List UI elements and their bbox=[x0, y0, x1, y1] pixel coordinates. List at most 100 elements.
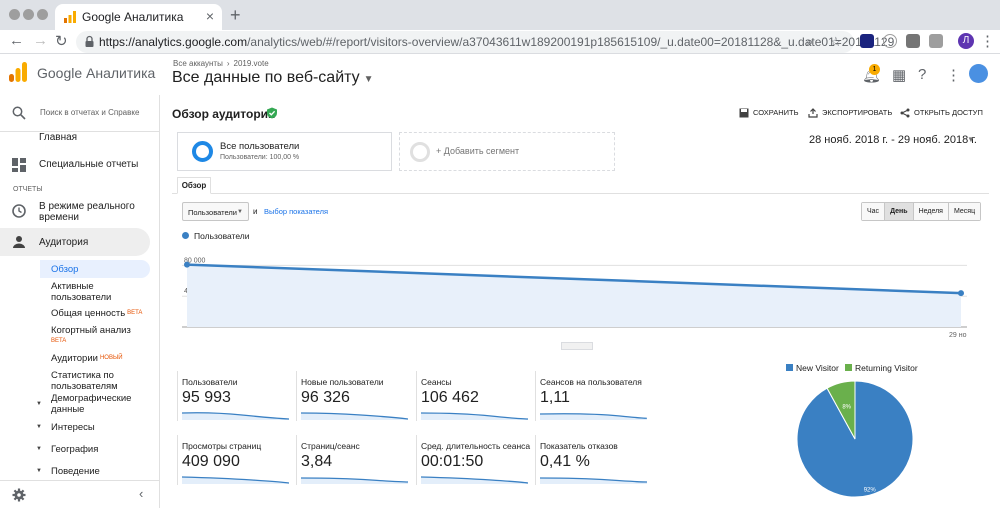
metric-label: Сеансов на пользователя bbox=[540, 377, 642, 387]
more-vert-icon[interactable]: ⋮ bbox=[946, 67, 961, 84]
beta-badge: BETA bbox=[127, 310, 143, 316]
sub-item-demographics[interactable]: Демографические данные bbox=[51, 393, 132, 415]
apps-grid-icon[interactable]: ▦ bbox=[892, 67, 907, 84]
breadcrumb-all-accounts[interactable]: Все аккаунты bbox=[173, 59, 223, 68]
segment-percentage: Пользователи: 100,00 % bbox=[220, 154, 300, 161]
metric-label: Просмотры страниц bbox=[182, 441, 262, 451]
help-icon[interactable]: ? bbox=[918, 66, 927, 83]
metric-label: Показатель отказов bbox=[540, 441, 618, 451]
sub-item-behavior[interactable]: Поведение bbox=[51, 466, 100, 477]
sidebar-search[interactable]: Поиск в отчетах и Справке bbox=[0, 95, 159, 132]
metric-divider bbox=[177, 371, 178, 421]
sub-item-overview[interactable]: Обзор bbox=[51, 264, 79, 275]
reload-icon[interactable]: ↻ bbox=[55, 33, 68, 50]
metric-label: Страниц/сеанс bbox=[301, 441, 360, 451]
camera-extension-icon[interactable] bbox=[906, 34, 920, 48]
browser-menu-icon[interactable]: ⋮ bbox=[980, 33, 995, 50]
forward-icon[interactable]: → bbox=[33, 32, 48, 49]
breadcrumb-property[interactable]: 2019.vote bbox=[233, 59, 269, 68]
metric-divider bbox=[416, 435, 417, 485]
profile-avatar[interactable]: Л bbox=[958, 33, 974, 49]
sidebar-item-home[interactable]: Главная bbox=[0, 127, 159, 151]
sidebar-item-custom-reports[interactable]: Специальные отчеты bbox=[0, 154, 159, 178]
expand-arrow-icon: ▼ bbox=[36, 468, 42, 474]
caret-down-icon: ▼ bbox=[363, 74, 374, 85]
sub-item-lifetime-value[interactable]: Общая ценность BETA bbox=[51, 308, 142, 319]
pie-slice-label: 8% bbox=[842, 404, 851, 410]
zoom-window-button[interactable] bbox=[37, 9, 48, 20]
caret-down-icon[interactable]: ▼ bbox=[967, 135, 975, 144]
period-month-button[interactable]: Месяц bbox=[948, 203, 981, 220]
close-tab-icon[interactable]: × bbox=[205, 8, 214, 24]
chart-resize-handle[interactable] bbox=[561, 342, 593, 350]
metric-divider bbox=[296, 371, 297, 421]
extension-icon[interactable] bbox=[860, 34, 874, 48]
series-line bbox=[186, 263, 962, 295]
metric-divider bbox=[296, 435, 297, 485]
sub-item-audiences[interactable]: Аудитории НОВЫЙ bbox=[51, 353, 123, 364]
segment-all-users[interactable]: Все пользователи Пользователи: 100,00 % bbox=[177, 132, 392, 171]
series-point[interactable] bbox=[958, 290, 964, 297]
bookmark-star-icon[interactable]: ☆ bbox=[830, 34, 842, 49]
save-button[interactable]: СОХРАНИТЬ bbox=[739, 108, 799, 118]
extension-icon[interactable] bbox=[883, 34, 897, 48]
expand-arrow-icon: ▼ bbox=[36, 446, 42, 452]
sub-item-interests[interactable]: Интересы bbox=[51, 422, 95, 433]
sub-item-label: Аудитории bbox=[51, 353, 98, 364]
address-bar[interactable]: https://analytics.google.com/analytics/w… bbox=[76, 31, 894, 53]
share-label: ОТКРЫТЬ ДОСТУП bbox=[914, 108, 983, 117]
view-selector[interactable]: Все данные по веб-сайту ▼ bbox=[172, 69, 374, 87]
extension-icon[interactable] bbox=[929, 34, 943, 48]
gear-icon[interactable] bbox=[12, 488, 26, 502]
legend-label: Returning Visitor bbox=[855, 363, 918, 373]
series-point[interactable] bbox=[184, 261, 190, 268]
sidebar-item-realtime[interactable]: В режиме реального времени bbox=[0, 200, 159, 228]
metric-label: Пользователи bbox=[182, 377, 238, 387]
metric-card: Сред. длительность сеанса 00:01:50 bbox=[416, 435, 532, 485]
person-icon bbox=[13, 236, 25, 248]
notification-badge: 1 bbox=[869, 64, 880, 75]
and-label: и bbox=[253, 207, 258, 216]
sub-item-user-explorer[interactable]: Статистика по пользователям bbox=[51, 370, 118, 392]
segment-ring-icon bbox=[192, 141, 213, 162]
back-icon[interactable]: ← bbox=[9, 32, 24, 49]
sub-item-active-users[interactable]: Активные пользователи bbox=[51, 281, 112, 303]
sub-item-label: Общая ценность bbox=[51, 308, 126, 319]
breadcrumb: Все аккаунты › 2019.vote bbox=[173, 59, 269, 68]
new-tab-icon[interactable]: + bbox=[230, 5, 241, 25]
sub-item-geo[interactable]: География bbox=[51, 444, 99, 455]
pie-slice-label: 92% bbox=[864, 487, 877, 493]
brand-name: Google Аналитика bbox=[37, 65, 156, 81]
zoom-icon[interactable]: ⌕ bbox=[806, 34, 814, 49]
add-segment-button[interactable]: + Добавить сегмент bbox=[399, 132, 615, 171]
search-icon bbox=[12, 106, 26, 120]
sub-item-label: Когортный анализ bbox=[51, 325, 131, 336]
pick-metric-link[interactable]: Выбор показателя bbox=[264, 207, 329, 216]
pie-slice[interactable] bbox=[826, 380, 856, 440]
beta-badge: BETA bbox=[51, 338, 67, 344]
collapse-sidebar-icon[interactable]: ‹ bbox=[139, 486, 144, 501]
close-window-button[interactable] bbox=[9, 9, 20, 20]
share-button[interactable]: ОТКРЫТЬ ДОСТУП bbox=[900, 108, 983, 118]
browser-tab[interactable]: Google Аналитика × bbox=[55, 4, 222, 30]
date-range-picker[interactable]: 28 нояб. 2018 г. - 29 нояб. 2018 г. bbox=[809, 134, 977, 146]
sidebar-item-audience[interactable]: Аудитория bbox=[0, 228, 150, 256]
period-day-button[interactable]: День bbox=[885, 203, 914, 220]
sidebar-footer: ‹ bbox=[0, 480, 159, 508]
account-avatar[interactable] bbox=[969, 64, 988, 83]
export-button[interactable]: ЭКСПОРТИРОВАТЬ bbox=[808, 108, 892, 118]
metric-card: Пользователи 95 993 bbox=[177, 371, 293, 421]
period-hour-button[interactable]: Час bbox=[862, 203, 886, 220]
metric-value: 3,84 bbox=[301, 453, 333, 470]
chevron-down-icon: ▼ bbox=[237, 209, 243, 215]
lock-icon bbox=[85, 35, 94, 47]
sub-item-cohort[interactable]: Когортный анализ BETA bbox=[51, 325, 131, 347]
metric-label: Новые пользователи bbox=[301, 377, 384, 387]
metric-select[interactable]: Пользователи ▼ bbox=[182, 202, 249, 221]
clock-icon bbox=[12, 204, 26, 218]
minimize-window-button[interactable] bbox=[23, 9, 34, 20]
tab-overview[interactable]: Обзор bbox=[177, 177, 211, 194]
period-week-button[interactable]: Неделя bbox=[913, 203, 949, 220]
add-segment-label: + Добавить сегмент bbox=[436, 146, 520, 156]
legend-swatch bbox=[786, 364, 793, 371]
